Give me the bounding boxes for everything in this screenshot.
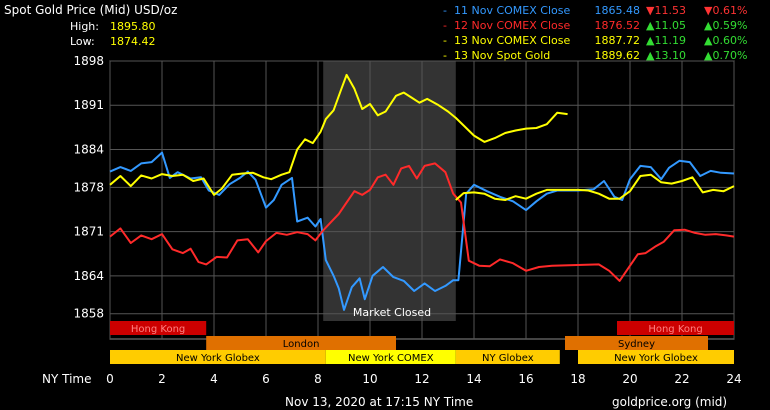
legend-pct: ▲0.60% [704, 34, 748, 47]
session-bar [578, 350, 734, 364]
legend-dash: - [443, 34, 447, 47]
legend-label: 12 Nov COMEX Close [454, 19, 571, 32]
series-line [109, 73, 568, 196]
legend-dash: - [443, 19, 447, 32]
high-value: 1895.80 [110, 20, 156, 33]
legend-pct: ▲0.59% [704, 19, 748, 32]
legend-change: ▼11.53 [646, 4, 686, 17]
x-tick-label: 4 [210, 372, 218, 386]
session-bar [455, 350, 560, 364]
legend-dash: - [443, 49, 447, 62]
session-label: Hong Kong [131, 324, 185, 335]
session-label: Hong Kong [648, 324, 702, 335]
legend-label: 13 Nov COMEX Close [454, 34, 571, 47]
x-axis-label: NY Time [42, 372, 92, 386]
y-tick-label: 1864 [73, 269, 104, 283]
legend-change: ▲11.19 [646, 34, 686, 47]
series-line [109, 162, 735, 282]
session-label: London [283, 339, 320, 350]
legend-price: 1889.62 [594, 49, 641, 62]
chart-title: Spot Gold Price (Mid) USD/oz [4, 3, 178, 17]
x-tick-label: 16 [518, 372, 533, 386]
series-line [455, 173, 735, 201]
x-tick-label: 24 [726, 372, 741, 386]
market-closed-label: Market Closed [353, 306, 431, 319]
x-tick-label: 8 [314, 372, 322, 386]
session-bar [617, 321, 734, 335]
x-tick-label: 22 [674, 372, 689, 386]
x-tick-label: 14 [466, 372, 481, 386]
session-label: Sydney [618, 339, 655, 350]
legend-price: 1865.48 [594, 4, 641, 17]
session-bar [325, 350, 456, 364]
x-tick-label: 20 [622, 372, 637, 386]
session-bar [110, 321, 207, 335]
x-tick-label: 6 [262, 372, 270, 386]
x-tick-label: 2 [158, 372, 166, 386]
session-bar [110, 350, 326, 364]
session-label: New York Globex [176, 353, 260, 364]
x-tick-label: 12 [414, 372, 429, 386]
y-tick-label: 1891 [73, 98, 104, 112]
legend-change: ▲13.10 [646, 49, 686, 62]
high-label: High: [70, 20, 99, 33]
y-tick-label: 1884 [73, 142, 104, 156]
x-tick-label: 10 [362, 372, 377, 386]
legend-dash: - [443, 4, 447, 17]
y-tick-label: 1871 [73, 225, 104, 239]
low-value: 1874.42 [110, 35, 156, 48]
session-bar [206, 336, 396, 350]
x-tick-label: 18 [570, 372, 585, 386]
y-tick-label: 1878 [73, 180, 104, 194]
legend-change: ▲11.05 [646, 19, 686, 32]
footer-timestamp: Nov 13, 2020 at 17:15 NY Time [285, 395, 473, 409]
legend-price: 1887.72 [594, 34, 641, 47]
legend-pct: ▲0.70% [704, 49, 748, 62]
legend-label: 11 Nov COMEX Close [454, 4, 571, 17]
footer-source: goldprice.org (mid) [612, 395, 727, 409]
session-bar [565, 336, 708, 350]
y-tick-label: 1898 [73, 54, 104, 68]
legend-label: 13 Nov Spot Gold [454, 49, 551, 62]
legend-pct: ▼0.61% [704, 4, 748, 17]
session-label: New York Globex [614, 353, 698, 364]
x-tick-label: 0 [106, 372, 114, 386]
y-tick-label: 1858 [73, 307, 104, 321]
low-label: Low: [70, 35, 95, 48]
market-closed-region [323, 61, 456, 321]
session-label: New York COMEX [348, 353, 434, 364]
legend-price: 1876.52 [594, 19, 641, 32]
session-label: NY Globex [482, 353, 534, 364]
